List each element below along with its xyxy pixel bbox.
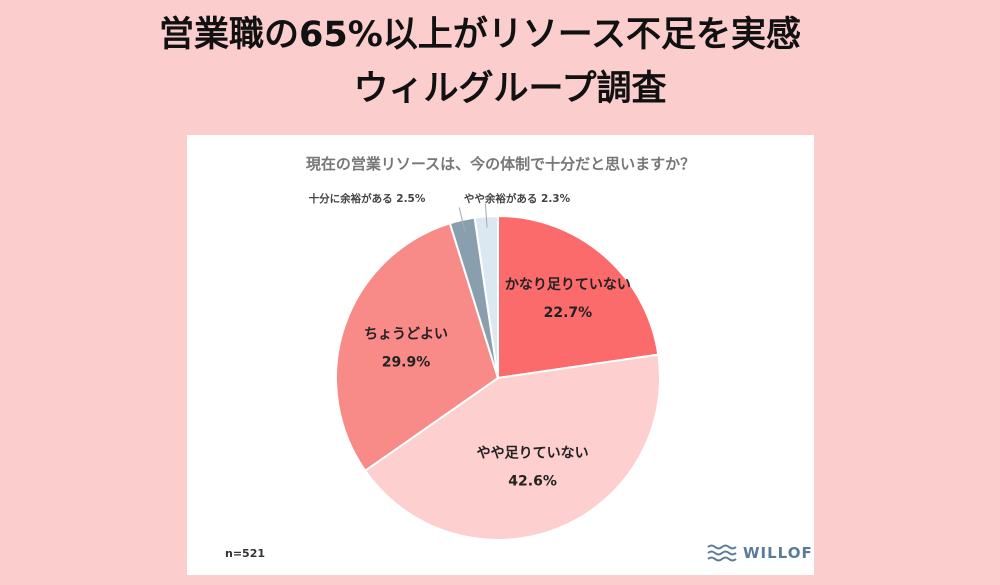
- slice-value: 22.7%: [544, 305, 593, 321]
- slice-label: ちょうどよい: [364, 327, 448, 343]
- pie-chart: かなり足りていない 22.7% やや足りていない 42.6% ちょうどよい 29.9% 十分…: [309, 192, 661, 541]
- headline-line-2: ウィルグループ調査: [353, 69, 667, 109]
- headline-line-1: 営業職の65%以上がリソース不足を実感: [158, 15, 802, 55]
- slice-label-external: 十分に余裕がある 2.5%: [309, 192, 426, 205]
- pie-slice: [497, 214, 660, 380]
- pie-slice: [335, 222, 500, 473]
- leader-line: [458, 207, 466, 232]
- slice-label: かなり足りていない: [505, 277, 631, 293]
- logo-text: WILLOF: [743, 544, 813, 562]
- pie-slice: [363, 353, 661, 541]
- sample-size: n=521: [225, 547, 266, 560]
- chart-card: 現在の営業リソースは、今の体制で十分だと思いますか？ かなり足りていない 22.7…: [187, 135, 814, 575]
- headline: 営業職の65%以上がリソース不足を実感 ウィルグループ調査: [0, 8, 1000, 116]
- slice-label-external: やや余裕がある 2.3%: [464, 192, 571, 205]
- slice-value: 42.6%: [508, 473, 557, 489]
- wave-icon: [707, 544, 737, 562]
- leader-line: [484, 203, 488, 228]
- slice-label: やや足りていない: [477, 445, 589, 461]
- slice-value: 29.9%: [382, 355, 431, 371]
- chart-title: 現在の営業リソースは、今の体制で十分だと思いますか？: [305, 155, 696, 173]
- willof-logo: WILLOF: [707, 541, 813, 565]
